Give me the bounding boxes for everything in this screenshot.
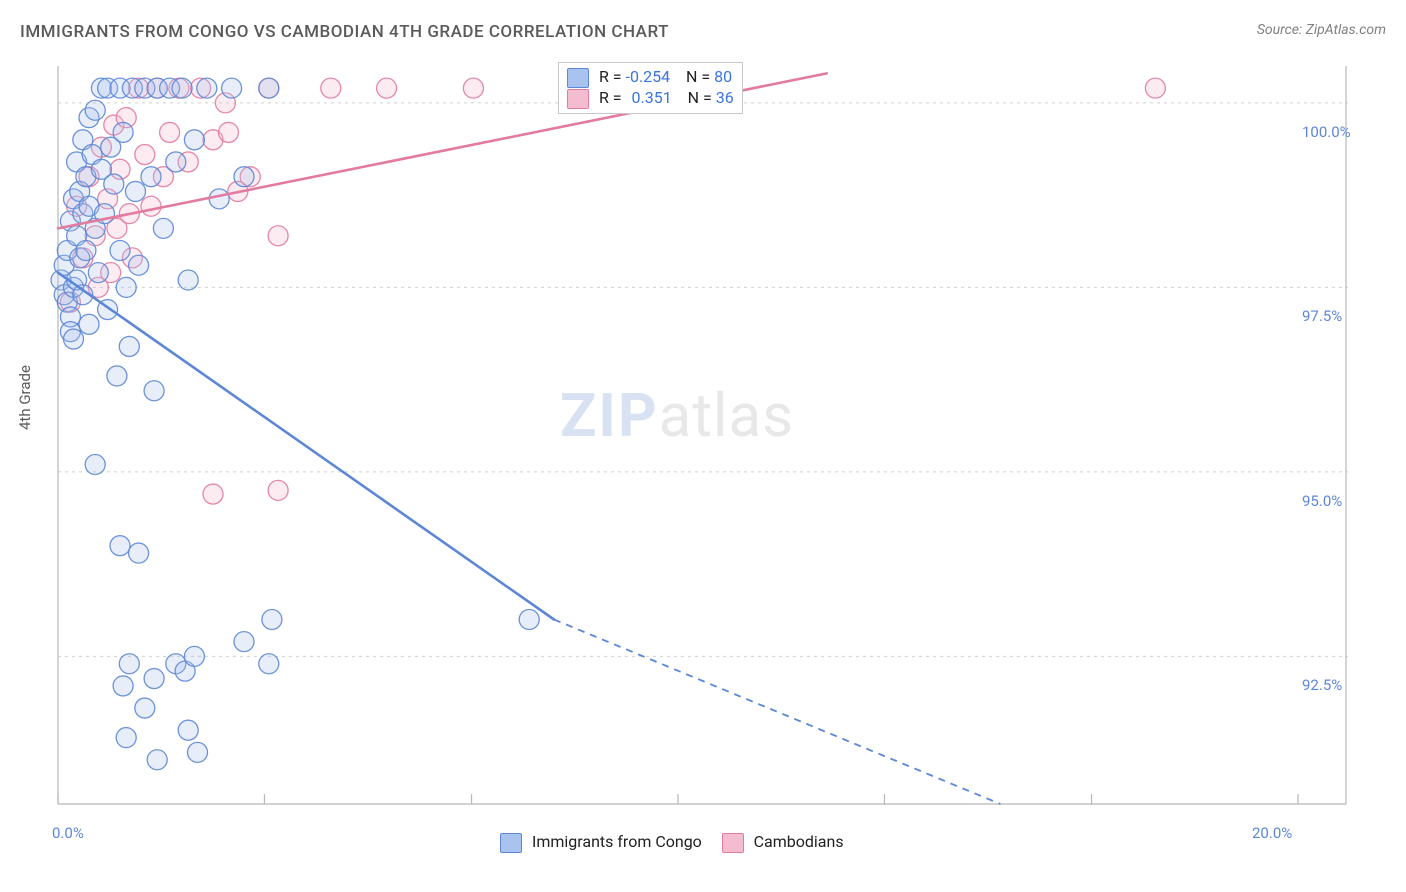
legend-label-series2: Cambodians [754, 832, 844, 851]
legend-r-value-2: 0.351 [626, 88, 672, 107]
correlation-legend: R = -0.254 N = 80 R = 0.351 N = 36 [558, 62, 743, 114]
scatter-plot [48, 60, 1348, 820]
y-tick-label: 95.0% [1302, 492, 1342, 510]
legend-swatch-series2 [567, 89, 589, 109]
legend-row-series2: R = 0.351 N = 36 [567, 88, 734, 109]
y-tick-label: 97.5% [1302, 307, 1342, 325]
legend-n-label-1: N = [686, 67, 710, 86]
legend-swatch-series1 [567, 68, 589, 88]
source-attribution: Source: ZipAtlas.com [1257, 22, 1386, 38]
legend-swatch-bottom-2 [722, 833, 744, 853]
x-tick-label: 0.0% [52, 824, 84, 842]
legend-r-label-1: R = [599, 67, 622, 86]
legend-r-label-2: R = [599, 88, 622, 107]
y-tick-label: 92.5% [1302, 676, 1342, 694]
legend-n-value-1: 80 [714, 67, 732, 86]
legend-row-series1: R = -0.254 N = 80 [567, 67, 734, 88]
y-axis-label: 4th Grade [16, 365, 34, 430]
chart-title: IMMIGRANTS FROM CONGO VS CAMBODIAN 4TH G… [20, 22, 669, 42]
legend-label-series1: Immigrants from Congo [532, 832, 702, 851]
legend-swatch-bottom-1 [500, 833, 522, 853]
legend-r-value-1: -0.254 [626, 67, 671, 86]
series-legend: Immigrants from Congo Cambodians [500, 832, 844, 853]
source-value: ZipAtlas.com [1306, 22, 1386, 38]
source-label: Source: [1257, 22, 1302, 38]
legend-n-label-2: N = [688, 88, 712, 107]
x-tick-label: 20.0% [1252, 824, 1292, 842]
legend-n-value-2: 36 [716, 88, 734, 107]
y-tick-label: 100.0% [1302, 123, 1351, 141]
